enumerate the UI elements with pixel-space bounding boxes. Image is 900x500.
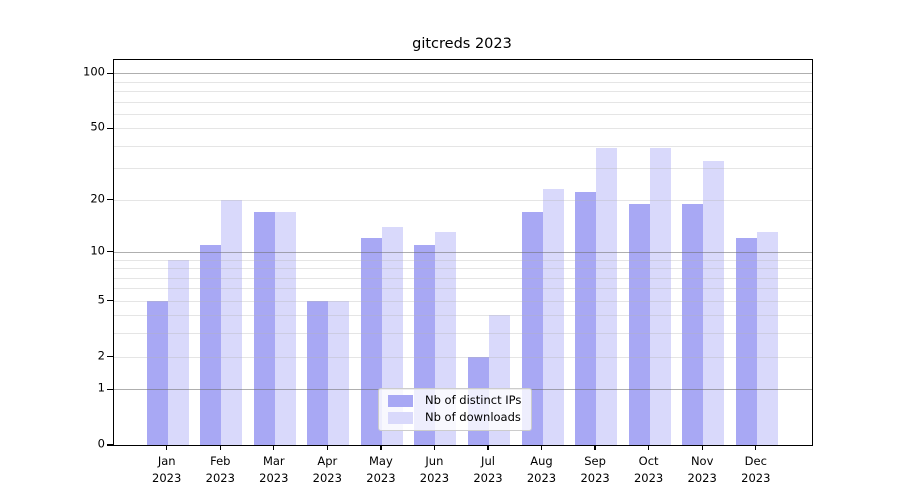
y-tick-label-0: 0 [97, 436, 105, 451]
bar-downloads-sep [596, 147, 618, 445]
x-tick-dec [755, 445, 757, 450]
y-tick-label-5: 5 [97, 291, 105, 306]
x-tick-label-aug: Aug 2023 [526, 454, 557, 485]
y-tick-5 [107, 300, 113, 302]
x-tick-label-jan: Jan 2023 [152, 454, 182, 485]
bar-downloads-oct [649, 147, 671, 445]
legend-entry-distinct-ips: Nb of distinct IPs [388, 395, 521, 407]
y-tick-label-1: 1 [97, 380, 105, 395]
gridline-y-50 [114, 128, 812, 130]
legend: Nb of distinct IPs Nb of downloads [378, 388, 533, 431]
bar-downloads-apr [328, 300, 350, 445]
y-tick-50 [107, 127, 113, 129]
bar-downloads-aug [542, 189, 564, 445]
y-tick-0 [107, 444, 113, 446]
x-tick-label-may: May 2023 [366, 454, 396, 485]
x-tick-label-oct: Oct 2023 [633, 454, 664, 485]
bar-distinct-ips-nov [682, 203, 704, 445]
y-tick-2 [107, 355, 113, 358]
bar-distinct-ips-aug [521, 212, 543, 445]
legend-label-distinct-ips: Nb of distinct IPs [425, 393, 522, 408]
x-tick-label-dec: Dec 2023 [741, 454, 771, 485]
gridline-y-60 [114, 113, 812, 115]
gridline-y-70 [114, 101, 812, 103]
y-tick-100 [107, 72, 113, 74]
legend-swatch-distinct-ips [388, 395, 413, 407]
bar-distinct-ips-oct [628, 203, 650, 445]
x-tick-jun [433, 445, 436, 450]
legend-label-downloads: Nb of downloads [425, 410, 521, 425]
bar-downloads-mar [274, 212, 296, 445]
y-tick-label-50: 50 [90, 119, 105, 134]
gridline-y-100 [114, 73, 812, 75]
x-tick-may [380, 445, 382, 450]
x-tick-oct [647, 445, 650, 450]
bar-downloads-feb [221, 199, 243, 445]
bar-distinct-ips-jan [146, 300, 168, 445]
bar-distinct-ips-dec [735, 238, 757, 445]
x-tick-feb [219, 445, 221, 450]
legend-entry-downloads: Nb of downloads [388, 412, 521, 424]
bar-distinct-ips-feb [200, 244, 222, 445]
legend-swatch-downloads [388, 412, 413, 424]
x-tick-apr [326, 445, 328, 450]
x-tick-nov [701, 445, 703, 450]
x-tick-label-mar: Mar 2023 [259, 454, 289, 485]
y-tick-label-20: 20 [90, 190, 105, 205]
chart-title: gitcreds 2023 [412, 36, 512, 52]
x-tick-label-sep: Sep 2023 [580, 454, 610, 485]
bar-distinct-ips-mar [253, 212, 275, 445]
y-tick-label-10: 10 [90, 243, 105, 258]
y-tick-label-100: 100 [83, 64, 105, 79]
y-tick-10 [107, 251, 113, 253]
gridline-y-90 [114, 81, 812, 83]
bar-downloads-jan [167, 259, 189, 445]
x-tick-mar [273, 445, 275, 450]
x-tick-label-nov: Nov 2023 [687, 454, 717, 485]
x-tick-label-apr: Apr 2023 [312, 454, 342, 485]
x-tick-label-jun: Jun 2023 [419, 454, 450, 485]
gridline-y-80 [114, 91, 812, 92]
x-tick-jul [487, 445, 489, 450]
bar-downloads-nov [703, 160, 725, 445]
gridline-y-40 [114, 145, 812, 147]
x-tick-aug [540, 445, 543, 450]
bar-distinct-ips-may [360, 238, 382, 445]
bar-downloads-dec [756, 232, 778, 445]
y-tick-20 [107, 199, 113, 201]
x-tick-label-feb: Feb 2023 [205, 454, 235, 485]
x-tick-jan [166, 445, 168, 450]
x-tick-sep [594, 445, 596, 450]
y-tick-1 [107, 388, 113, 390]
bar-distinct-ips-sep [575, 192, 597, 445]
y-tick-label-2: 2 [97, 347, 105, 362]
x-tick-label-jul: Jul 2023 [473, 454, 503, 485]
bar-distinct-ips-apr [307, 300, 329, 445]
